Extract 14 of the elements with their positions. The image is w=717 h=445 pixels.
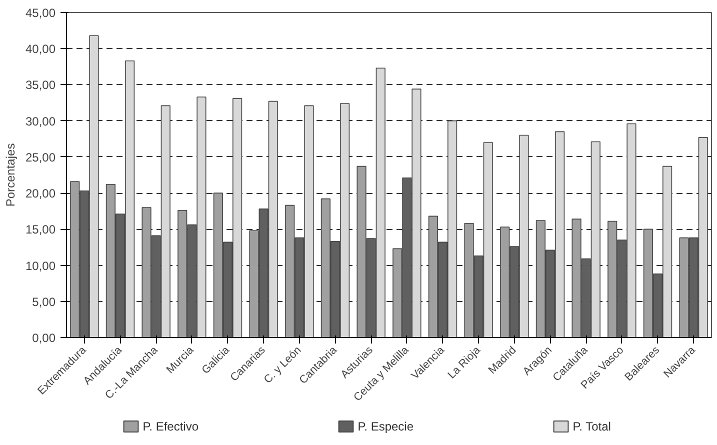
legend-label: P. Especie (358, 420, 414, 434)
y-tick-label: 0,00 (32, 331, 56, 345)
legend-label: P. Total (572, 420, 611, 434)
y-axis-title: Porcentajes (3, 143, 18, 207)
y-tick-label: 35,00 (25, 78, 56, 92)
y-tick-label: 25,00 (25, 150, 56, 164)
y-tick-label: 40,00 (25, 42, 56, 56)
y-tick-label: 30,00 (25, 114, 56, 128)
y-tick-label: 10,00 (25, 258, 56, 273)
y-tick-label: 20,00 (25, 186, 56, 201)
legend-label: P. Efectivo (142, 420, 199, 434)
y-tick-label: 45,00 (25, 6, 56, 20)
y-tick-label: 5,00 (32, 294, 56, 309)
y-tick-label: 15,00 (25, 222, 56, 237)
